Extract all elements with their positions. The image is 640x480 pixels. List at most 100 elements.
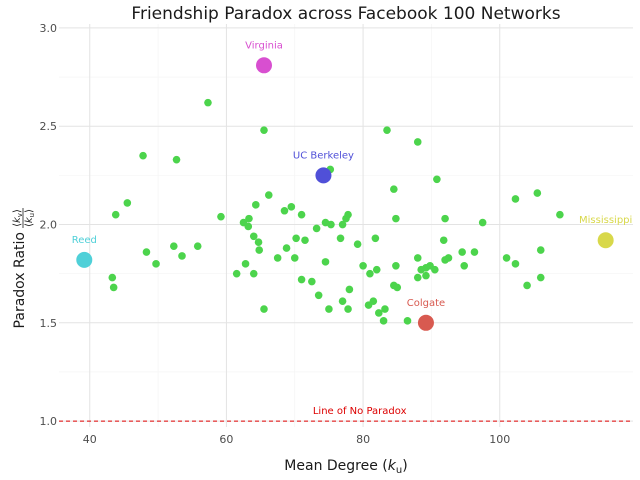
data-point bbox=[109, 283, 118, 292]
data-point bbox=[108, 273, 117, 282]
data-point bbox=[371, 234, 380, 243]
data-point bbox=[441, 256, 449, 264]
data-point bbox=[297, 210, 306, 219]
data-point bbox=[359, 262, 367, 270]
y-tick-label: 1.5 bbox=[40, 317, 58, 330]
data-point bbox=[260, 126, 268, 134]
y-axis-label-numerator-symbol: k bbox=[12, 216, 23, 223]
x-axis-ticks: 40 60 80 100 bbox=[83, 433, 511, 446]
data-point bbox=[325, 305, 333, 313]
data-point bbox=[204, 98, 212, 107]
data-point bbox=[111, 210, 120, 219]
data-point bbox=[392, 262, 400, 270]
highlight-label-uc-berkeley: UC Berkeley bbox=[293, 150, 354, 161]
y-axis-label-numerator-close: ⟩ bbox=[12, 209, 23, 213]
data-point bbox=[301, 236, 309, 245]
data-point bbox=[441, 214, 449, 223]
data-point bbox=[556, 210, 564, 219]
data-point bbox=[249, 269, 258, 278]
x-axis-label: Mean Degree (ku) bbox=[284, 458, 407, 476]
data-point bbox=[417, 265, 425, 274]
data-point bbox=[381, 305, 389, 313]
data-point bbox=[344, 305, 352, 313]
data-point bbox=[342, 214, 350, 223]
y-tick-label: 2.5 bbox=[40, 120, 58, 133]
data-point bbox=[372, 265, 381, 274]
data-point bbox=[193, 242, 202, 250]
data-point bbox=[172, 155, 181, 164]
data-point bbox=[217, 212, 225, 221]
data-point bbox=[123, 199, 132, 207]
data-point bbox=[460, 262, 469, 270]
y-axis-label-denominator-open: ⟨ bbox=[24, 223, 35, 227]
data-point bbox=[152, 260, 160, 268]
y-axis-label-numerator-subscript: v bbox=[16, 213, 24, 217]
data-point bbox=[422, 271, 430, 280]
data-point bbox=[249, 232, 258, 241]
data-point bbox=[241, 260, 250, 268]
data-point bbox=[338, 297, 347, 305]
highlight-label-colgate: Colgate bbox=[407, 298, 445, 309]
highlight-label-mississippi: Mississippi bbox=[579, 215, 632, 226]
highlight-point-uc-berkeley bbox=[315, 167, 332, 184]
data-point bbox=[353, 240, 362, 248]
data-point bbox=[375, 309, 383, 317]
data-point bbox=[511, 195, 520, 203]
data-point bbox=[403, 317, 412, 325]
data-point bbox=[478, 218, 487, 227]
y-axis-ticks: 1.0 1.5 2.0 2.5 3.0 bbox=[40, 22, 58, 428]
data-point bbox=[536, 273, 545, 282]
data-point bbox=[232, 269, 241, 278]
x-tick-label: 60 bbox=[219, 433, 233, 446]
data-point bbox=[393, 283, 402, 292]
data-point bbox=[364, 301, 373, 309]
data-point bbox=[511, 260, 520, 268]
highlight-label-virginia: Virginia bbox=[245, 40, 283, 51]
data-points bbox=[108, 98, 564, 325]
data-point bbox=[142, 248, 151, 256]
data-point bbox=[345, 285, 354, 294]
data-point bbox=[170, 242, 178, 250]
data-point bbox=[308, 277, 316, 286]
data-point bbox=[264, 191, 273, 199]
data-point bbox=[327, 220, 335, 229]
data-point bbox=[252, 201, 260, 209]
data-point bbox=[533, 189, 542, 197]
data-point bbox=[336, 234, 345, 243]
y-axis-label-denominator-close: ⟩ bbox=[24, 209, 35, 213]
y-axis-label-text: Paradox Ratio bbox=[12, 232, 28, 328]
highlight-label-reed: Reed bbox=[72, 235, 97, 246]
data-point bbox=[297, 275, 306, 284]
data-point bbox=[536, 246, 545, 254]
x-axis-label-symbol: k bbox=[388, 458, 397, 474]
y-axis-label-denominator-subscript: u bbox=[28, 213, 36, 217]
highlight-point-virginia bbox=[256, 57, 272, 74]
data-point bbox=[282, 244, 291, 252]
data-point bbox=[390, 185, 398, 193]
highlight-point-colgate bbox=[417, 314, 434, 331]
x-tick-label: 40 bbox=[83, 433, 97, 446]
y-axis-label: Paradox Ratio ⟨kv⟩ ⟨ku⟩ bbox=[12, 208, 36, 328]
x-tick-label: 80 bbox=[356, 433, 370, 446]
data-point bbox=[290, 254, 299, 262]
x-axis-label-prefix: Mean Degree ( bbox=[284, 458, 387, 474]
data-point bbox=[433, 175, 441, 184]
y-tick-label: 3.0 bbox=[40, 22, 58, 35]
data-point bbox=[254, 238, 263, 247]
y-axis-label-numerator-open: ⟨ bbox=[12, 223, 23, 227]
data-point bbox=[287, 203, 296, 211]
data-point bbox=[312, 224, 321, 233]
chart-title: Friendship Paradox across Facebook 100 N… bbox=[131, 4, 560, 24]
data-point bbox=[292, 234, 300, 243]
data-point bbox=[178, 252, 186, 260]
data-point bbox=[439, 236, 448, 245]
data-point bbox=[470, 248, 479, 256]
x-axis-label-suffix: ) bbox=[402, 458, 407, 474]
highlight-point-reed bbox=[76, 251, 93, 268]
y-axis-label-denominator-symbol: k bbox=[24, 216, 35, 223]
reference-line-label: Line of No Paradox bbox=[313, 406, 407, 417]
data-point bbox=[255, 246, 264, 254]
data-point bbox=[338, 220, 347, 229]
y-tick-label: 2.0 bbox=[40, 219, 58, 232]
